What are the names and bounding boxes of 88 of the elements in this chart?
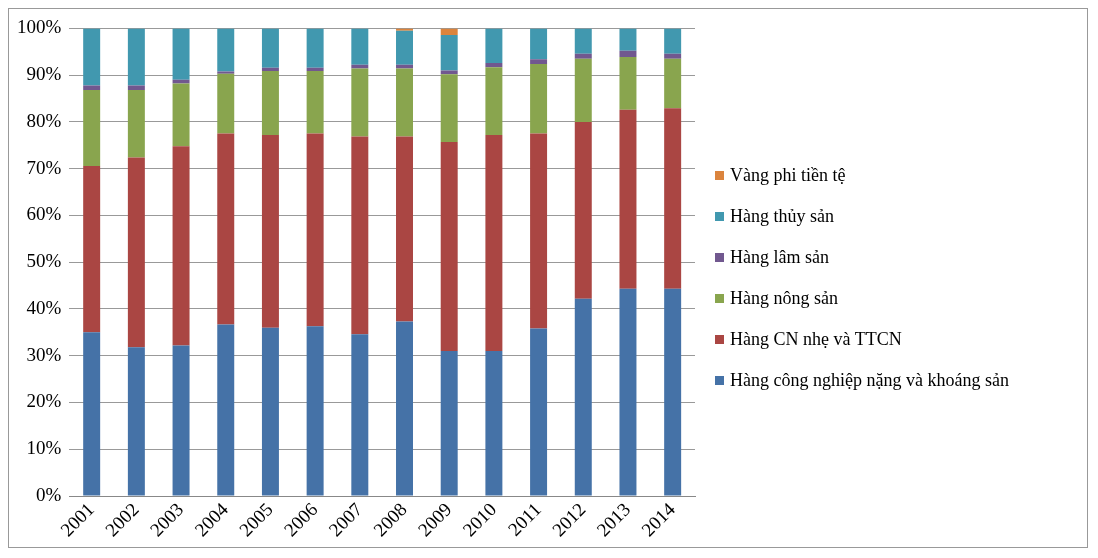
bar	[530, 328, 548, 496]
y-tick-label: 20%	[26, 390, 62, 412]
bar	[574, 28, 592, 54]
bar	[127, 90, 145, 158]
bar	[261, 70, 279, 136]
y-tick-label: 10%	[26, 437, 62, 459]
bar	[127, 85, 145, 91]
bar	[83, 85, 101, 91]
bar	[217, 73, 235, 134]
bar	[485, 63, 503, 68]
bar	[574, 298, 592, 496]
bar	[530, 28, 548, 60]
bar	[261, 28, 279, 68]
bar	[351, 68, 369, 137]
y-tick-label: 40%	[26, 296, 62, 318]
bar	[306, 28, 324, 68]
bar	[217, 71, 235, 74]
bar	[485, 135, 503, 352]
legend-label: Vàng phi tiền tệ	[730, 165, 846, 186]
bar	[396, 30, 413, 65]
bar	[396, 136, 413, 322]
bar	[440, 70, 458, 75]
bar	[440, 74, 458, 143]
bar	[261, 67, 279, 71]
bar	[217, 133, 235, 325]
bar	[440, 351, 458, 496]
bar	[172, 146, 190, 346]
bar	[440, 142, 458, 352]
y-tick-label: 0%	[36, 483, 62, 505]
y-tick-label: 70%	[26, 156, 62, 178]
y-tick-label: 30%	[26, 343, 62, 365]
bar	[127, 157, 145, 348]
bar	[485, 67, 503, 136]
bar	[306, 67, 324, 71]
bar	[351, 28, 369, 65]
bar	[172, 79, 190, 84]
bar	[306, 326, 324, 496]
bar	[306, 133, 324, 327]
bar	[217, 28, 235, 72]
y-tick-label: 60%	[26, 203, 62, 225]
legend-label: Hàng lâm sản	[730, 247, 829, 268]
bar	[440, 28, 458, 35]
bar	[351, 136, 369, 335]
bar	[574, 53, 592, 59]
bar	[83, 165, 101, 333]
bar	[619, 109, 637, 289]
bar	[664, 53, 682, 59]
bar	[530, 63, 548, 134]
bar	[172, 83, 190, 147]
y-tick-label: 100%	[17, 16, 62, 38]
bar	[574, 58, 592, 122]
bar	[83, 28, 101, 86]
bar	[485, 28, 503, 63]
bar	[261, 327, 279, 496]
bar	[664, 108, 682, 289]
bar	[172, 28, 190, 80]
bar	[83, 90, 101, 166]
bar	[127, 28, 145, 86]
legend-label: Hàng CN nhẹ và TTCN	[730, 329, 902, 350]
bar	[172, 345, 190, 496]
y-tick-label: 50%	[26, 250, 62, 272]
bar	[351, 64, 369, 69]
legend-label: Hàng nông sản	[730, 288, 838, 309]
bar	[664, 58, 682, 109]
bar	[530, 59, 548, 64]
bar	[261, 135, 279, 328]
bar	[619, 288, 637, 496]
bar	[351, 334, 369, 496]
bar	[83, 332, 101, 496]
bar	[619, 56, 637, 110]
bar	[619, 50, 637, 57]
bar	[619, 28, 637, 51]
bar	[306, 70, 324, 134]
legend-label: Hàng công nghiệp nặng và khoáng sản	[730, 370, 1009, 391]
y-tick-label: 80%	[26, 109, 62, 131]
y-tick-label: 90%	[26, 63, 62, 85]
bar	[574, 121, 592, 299]
bar	[396, 68, 413, 137]
bar	[396, 321, 413, 496]
bar	[530, 133, 548, 329]
bar	[217, 324, 235, 496]
bar	[127, 347, 145, 496]
bar	[664, 288, 682, 496]
legend-label: Hàng thủy sản	[730, 206, 834, 227]
bar	[440, 34, 458, 71]
bar	[396, 64, 413, 69]
bar	[485, 351, 503, 496]
bar	[664, 28, 682, 54]
